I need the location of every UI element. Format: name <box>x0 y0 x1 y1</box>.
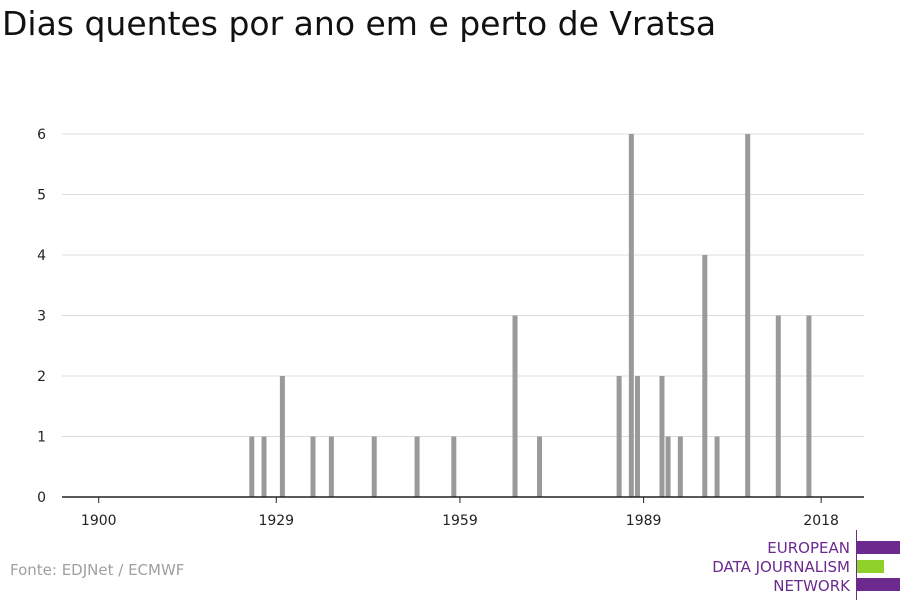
bar-1988 <box>634 376 640 497</box>
bar-1987 <box>628 134 634 497</box>
bar-1938 <box>328 436 334 497</box>
bar-1985 <box>616 376 622 497</box>
y-tick-label-0: 0 <box>37 490 46 506</box>
bar-1925 <box>249 436 255 497</box>
bar-1993 <box>665 436 671 497</box>
logo-text-data-journalism: DATA JOURNALISM <box>712 558 850 576</box>
bar-1927 <box>261 436 267 497</box>
logo-bar-top <box>857 541 900 554</box>
bar-1930 <box>279 376 285 497</box>
y-tick-label-2: 2 <box>37 369 46 385</box>
logo-bar-middle <box>857 560 884 573</box>
y-tick-label-1: 1 <box>37 430 46 446</box>
x-tick-label-1989: 1989 <box>626 513 662 529</box>
logo-text-network: NETWORK <box>773 577 850 595</box>
edjnet-logo: EUROPEAN DATA JOURNALISM NETWORK <box>700 530 900 600</box>
bar-1958 <box>451 436 457 497</box>
bar-1999 <box>702 255 708 497</box>
y-tick-label-4: 4 <box>37 248 46 264</box>
bar-1935 <box>310 436 316 497</box>
bar-2011 <box>775 315 781 497</box>
bar-1992 <box>659 376 665 497</box>
bar-1945 <box>371 436 377 497</box>
logo-text-european: EUROPEAN <box>767 539 850 557</box>
y-tick-label-3: 3 <box>37 309 46 325</box>
y-tick-label-6: 6 <box>37 127 46 143</box>
gridlines <box>62 133 864 437</box>
x-tick-label-1959: 1959 <box>442 513 478 529</box>
x-tick-label-1929: 1929 <box>258 513 294 529</box>
chart-title: Dias quentes por ano em e perto de Vrats… <box>2 4 717 43</box>
bar-1952 <box>414 436 420 497</box>
x-tick-label-1900: 1900 <box>81 513 117 529</box>
bar-2006 <box>745 134 751 497</box>
bar-1995 <box>677 436 683 497</box>
bar-2001 <box>714 436 720 497</box>
bar-1968 <box>512 315 518 497</box>
axes: 0 1 2 3 4 5 6 1900 1929 1959 1989 2018 <box>37 127 864 529</box>
y-tick-label-5: 5 <box>37 188 46 204</box>
x-tick-label-2018: 2018 <box>803 513 839 529</box>
source-note: Fonte: EDJNet / ECMWF <box>10 561 185 579</box>
bars <box>249 134 812 497</box>
logo-bar-bottom <box>857 578 900 591</box>
bar-2016 <box>806 315 812 497</box>
logo-divider <box>856 530 857 600</box>
bar-1972 <box>537 436 543 497</box>
